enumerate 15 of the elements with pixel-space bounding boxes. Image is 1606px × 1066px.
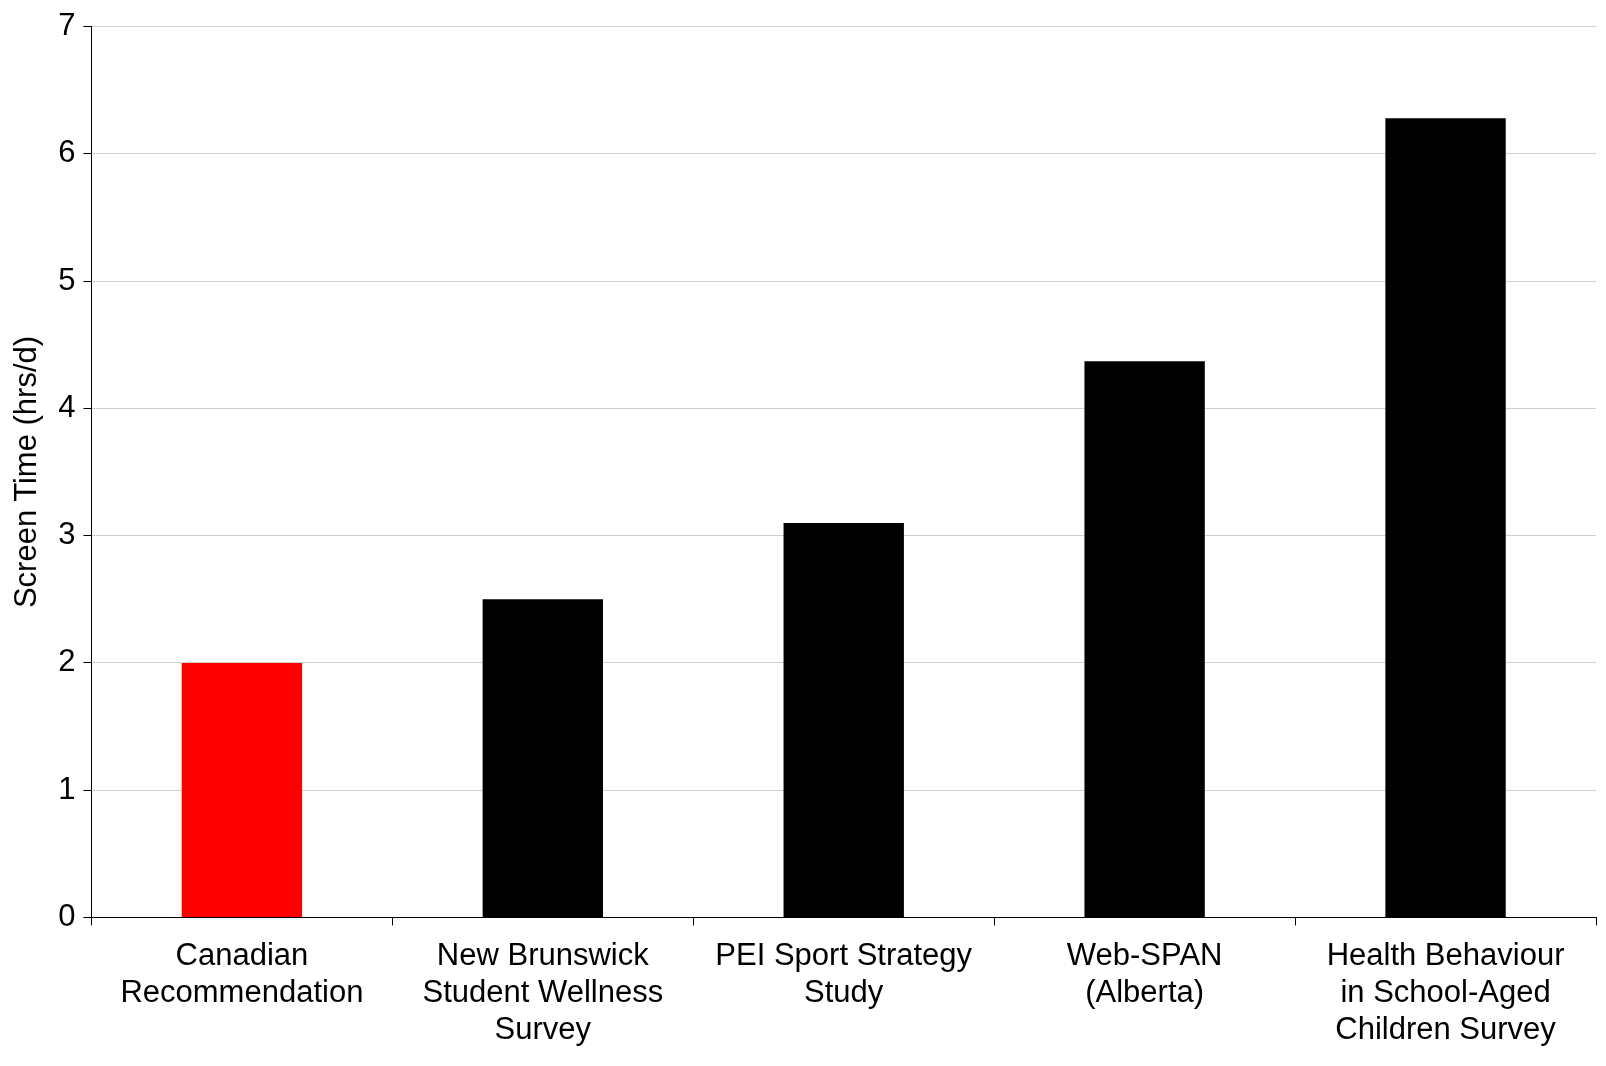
x-tick-label: Health Behaviour in School-Aged Children Survey bbox=[1326, 936, 1565, 1046]
bar bbox=[181, 662, 303, 917]
y-tick-label: 5 bbox=[58, 261, 76, 297]
y-tick-label: 3 bbox=[58, 516, 76, 552]
x-tick-label: Web-SPAN (Alberta) bbox=[1066, 936, 1223, 1009]
y-tick-label: 0 bbox=[58, 897, 76, 933]
y-tick-label: 6 bbox=[58, 134, 76, 170]
y-tick-label: 7 bbox=[58, 7, 76, 43]
x-tick-label: New Brunswick Student Wellness Survey bbox=[422, 936, 664, 1046]
y-axis-title: Screen Time (hrs/d) bbox=[8, 335, 44, 609]
x-tick-label: Canadian Recommendation bbox=[120, 936, 364, 1009]
x-tick-label: PEI Sport Strategy Study bbox=[715, 936, 973, 1009]
y-tick-label: 1 bbox=[58, 770, 76, 806]
y-tick-label: 2 bbox=[58, 643, 76, 679]
y-tick-label: 4 bbox=[58, 388, 76, 424]
